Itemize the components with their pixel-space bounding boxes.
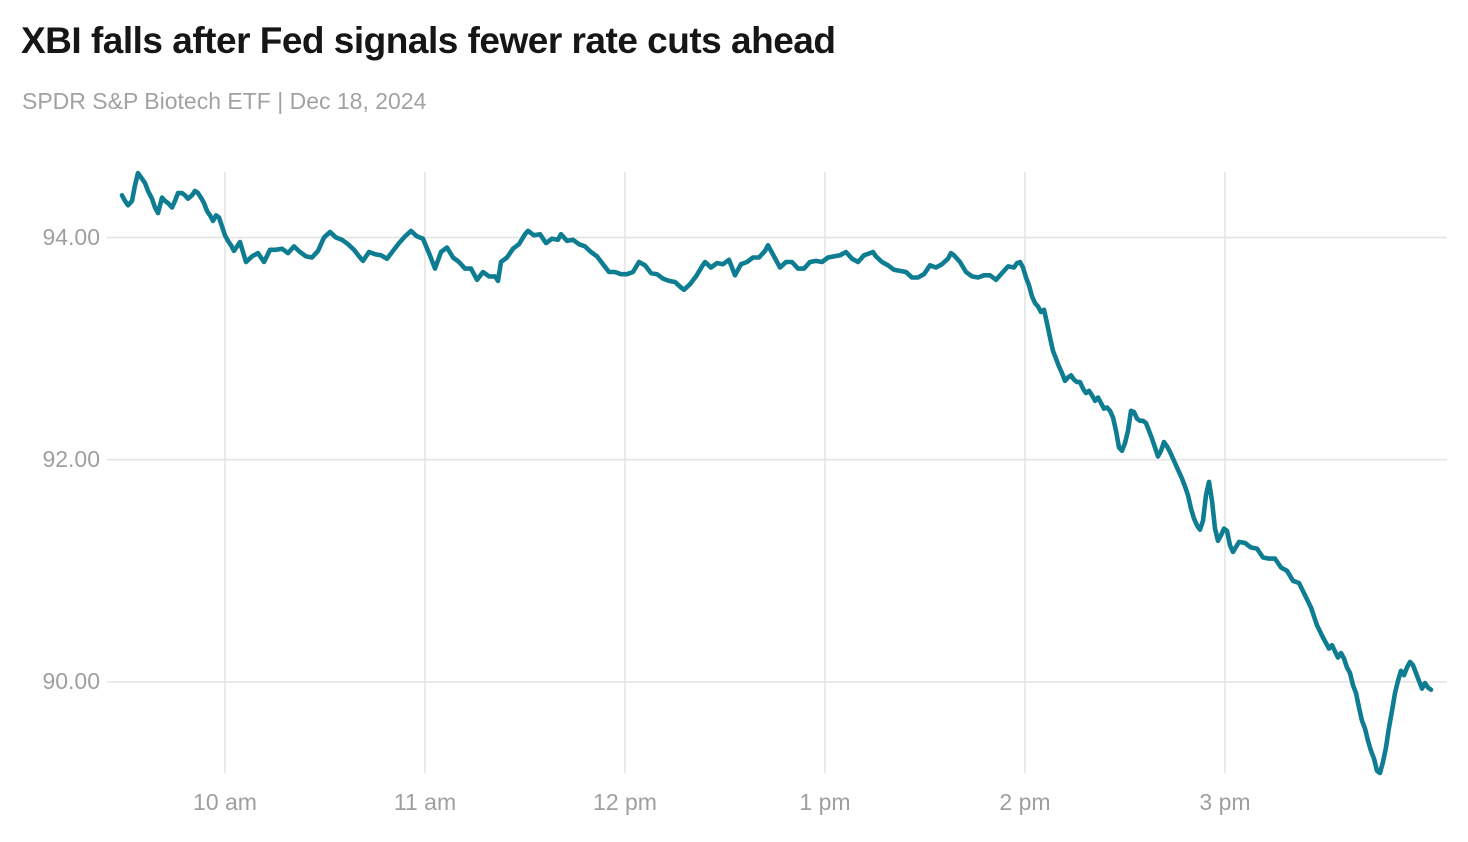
horizontal-gridlines — [107, 236, 1447, 683]
price-line-series — [119, 170, 1434, 776]
y-tick-label: 92.00 — [42, 445, 100, 472]
chart-title: XBI falls after Fed signals fewer rate c… — [21, 20, 836, 61]
y-tick-label: 90.00 — [42, 667, 100, 694]
x-tick-label: 11 am — [393, 789, 457, 815]
y-tick-label: 94.00 — [42, 223, 100, 250]
chart-subtitle: SPDR S&P Biotech ETF | Dec 18, 2024 — [22, 88, 427, 114]
x-tick-label: 10 am — [193, 789, 257, 815]
x-tick-label: 3 pm — [1199, 789, 1251, 815]
x-tick-label: 2 pm — [999, 789, 1051, 815]
x-tick-label: 12 pm — [593, 789, 657, 815]
x-tick-label: 1 pm — [799, 789, 851, 815]
